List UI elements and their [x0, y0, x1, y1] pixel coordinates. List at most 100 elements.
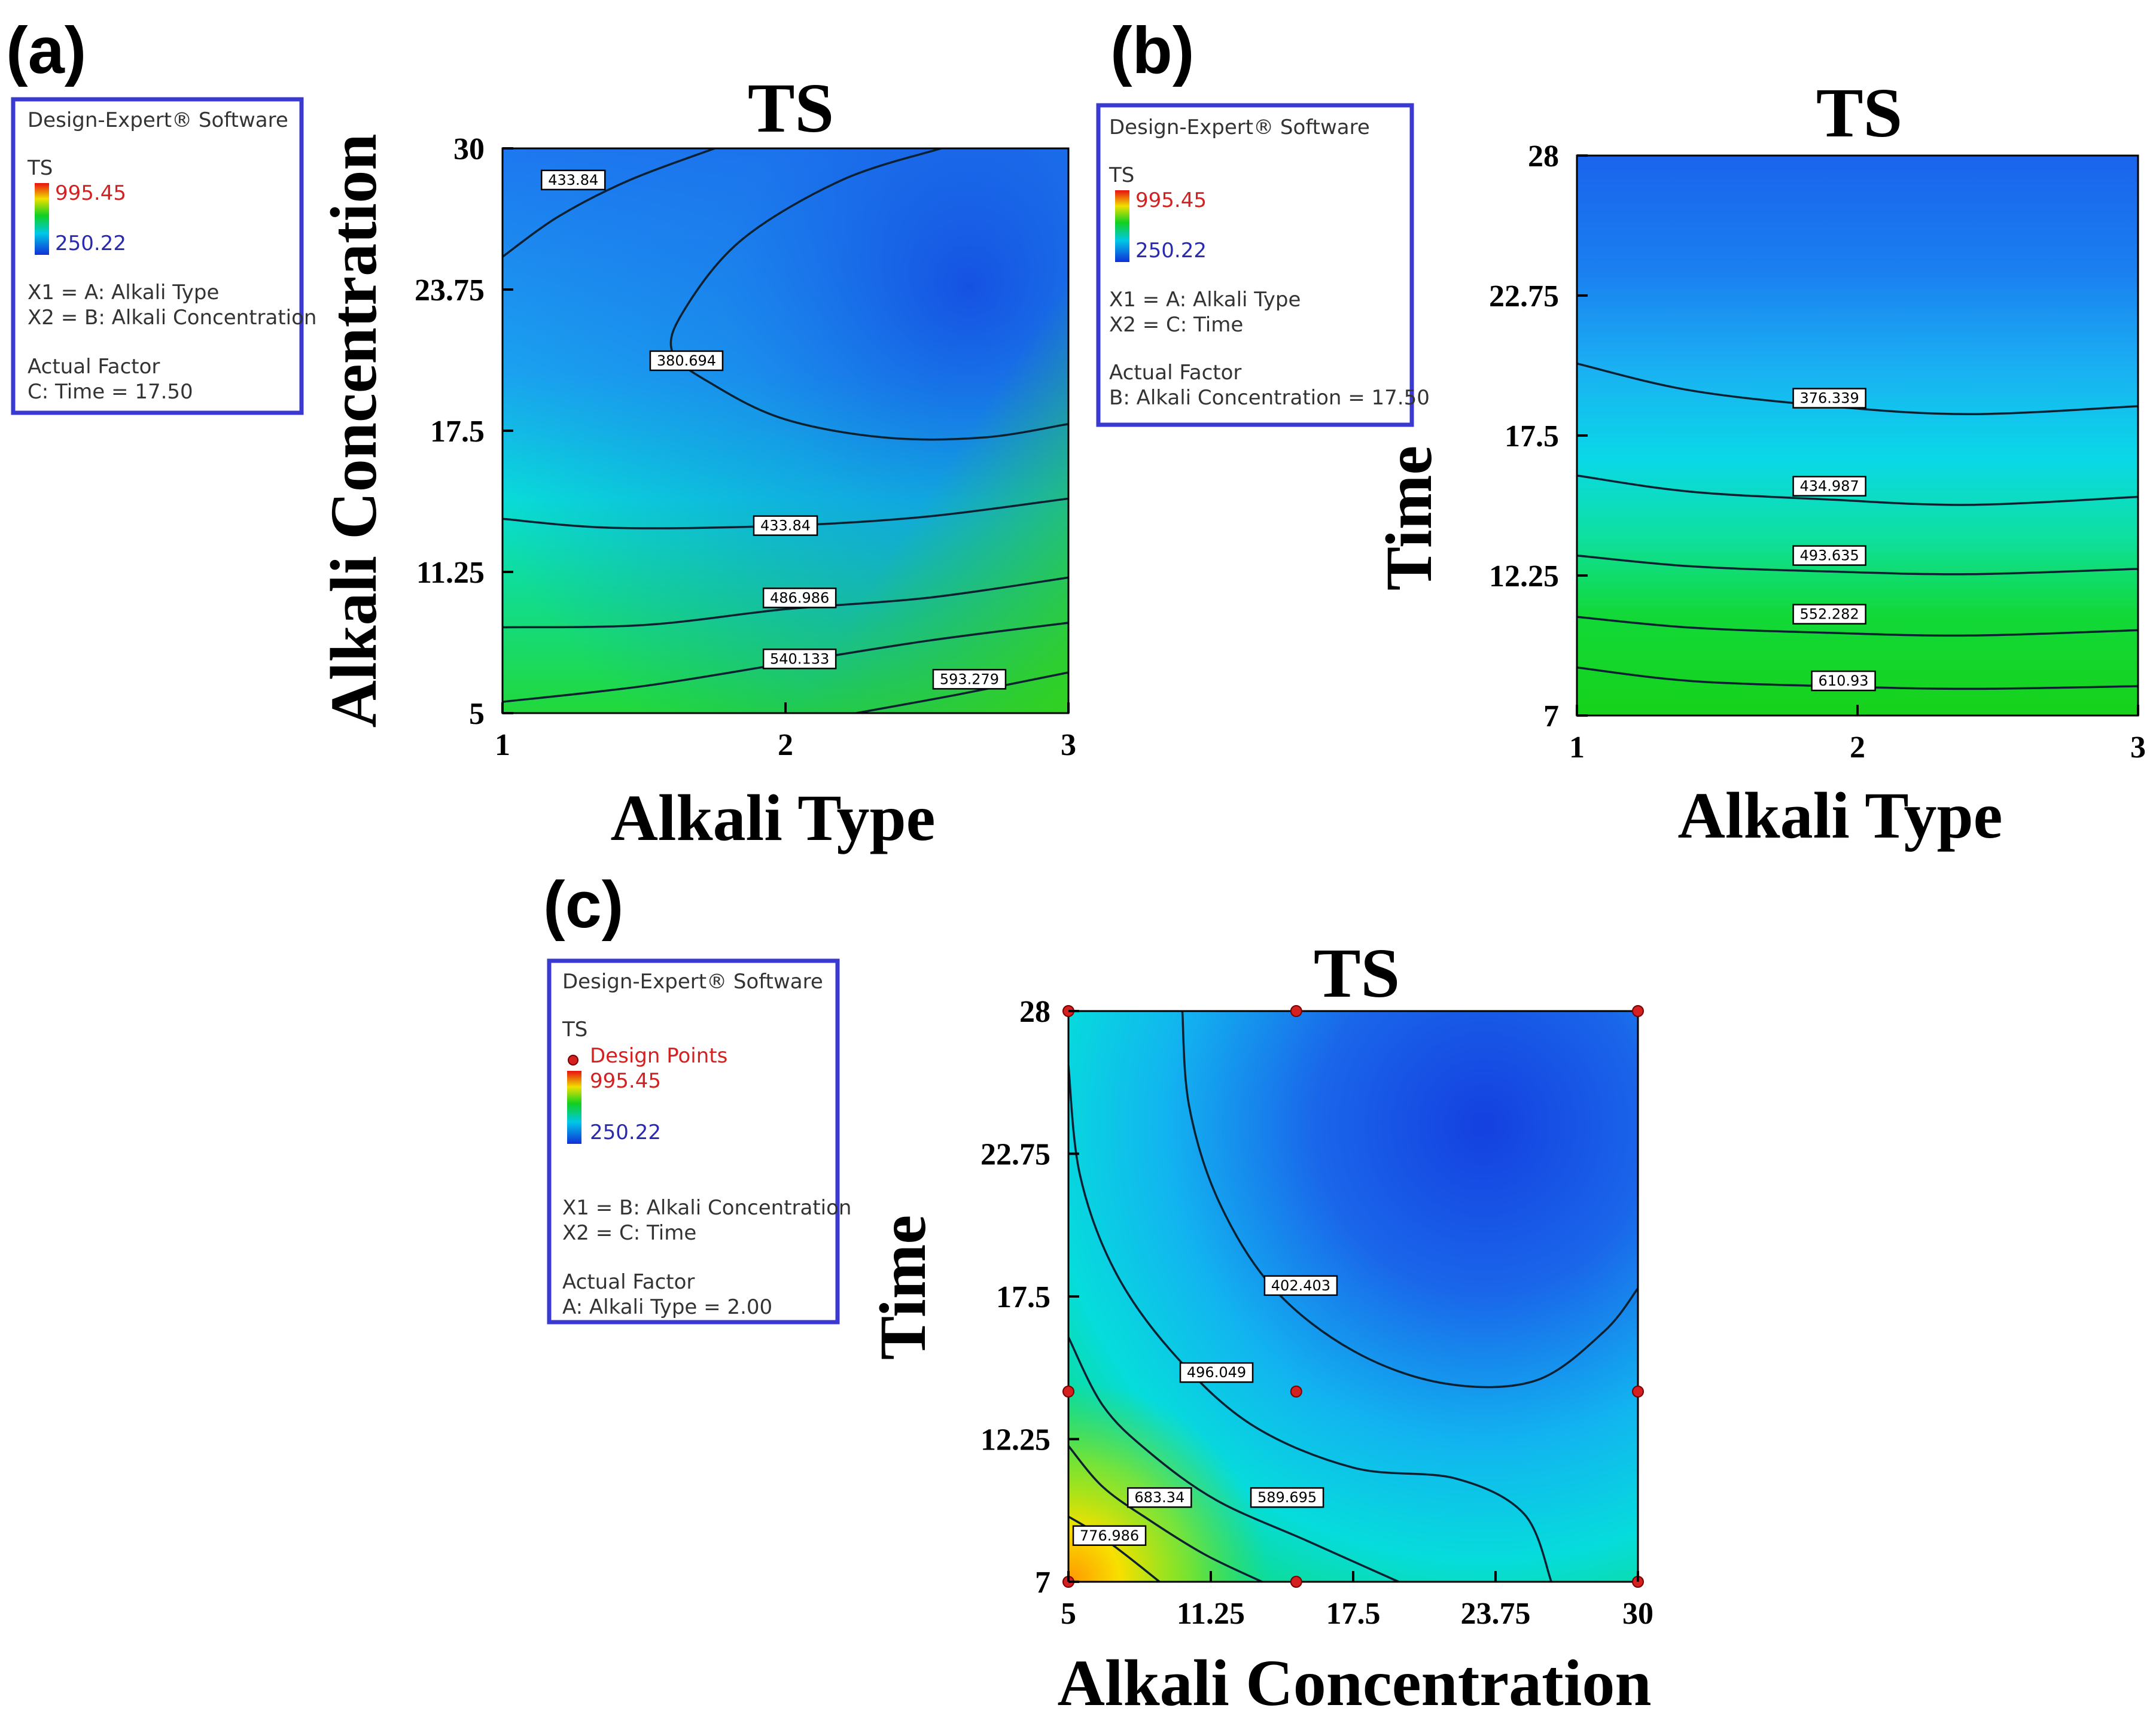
chart-title-a: TS — [748, 69, 834, 147]
contour-label: 683.34 — [1134, 1489, 1184, 1506]
panel-c: (c) Design-Expert® Software TS Design Po… — [543, 868, 1653, 1717]
contour-plot-a: 433.84 380.694 433.84 486.986 540.133 593.279… — [317, 69, 1076, 854]
legend-max: 995.45 — [55, 181, 126, 205]
legend-x1: X1 = A: Alkali Type — [28, 281, 219, 305]
x-tick-label: 1 — [495, 728, 510, 762]
contour-line-589.695 — [1068, 1337, 1399, 1582]
contour-label: 486.986 — [770, 589, 829, 606]
legend-design-points: Design Points — [590, 1044, 727, 1068]
axes-c: 5 11.25 17.5 23.75 30 7 12.25 17.5 22.75 28 — [980, 995, 1653, 1631]
legend-actual-factor-heading: Actual Factor — [562, 1270, 695, 1294]
legend-box-a — [11, 97, 304, 415]
chart-title-b: TS — [1816, 74, 1902, 152]
x-tick-label: 2 — [1850, 730, 1865, 765]
legend-actual-factor: C: Time = 17.50 — [28, 380, 193, 404]
x-tick-label: 5 — [1061, 1597, 1076, 1631]
color-scale-bar — [1115, 190, 1129, 262]
y-tick-label: 17.5 — [1505, 419, 1559, 453]
legend-software: Design-Expert® Software — [28, 108, 288, 132]
legend-box-c — [547, 958, 840, 1325]
legend-min: 250.22 — [1135, 239, 1207, 263]
color-scale-bar — [35, 183, 49, 255]
y-tick-label: 11.25 — [416, 556, 485, 590]
panel-b: (b) Design-Expert® Software TS 995.45 25… — [1096, 14, 2146, 852]
contour-label: 552.282 — [1799, 606, 1859, 623]
y-tick-label: 30 — [453, 132, 485, 166]
legend-max: 995.45 — [590, 1069, 661, 1093]
design-point — [1290, 1386, 1302, 1398]
legend-b: Design-Expert® Software TS 995.45 250.22… — [1096, 103, 1430, 427]
contour-line-486.986 — [503, 576, 1068, 629]
x-tick-label: 2 — [778, 728, 793, 762]
contour-label: 593.279 — [940, 671, 999, 687]
contour-lines-c — [1068, 1011, 1638, 1582]
contour-label: 493.635 — [1799, 547, 1859, 564]
y-axis-title-c: Time — [866, 1215, 939, 1360]
contour-labels-c: 402.403 496.049 589.695 683.34 776.986 — [1072, 1275, 1338, 1546]
design-point — [1290, 1005, 1302, 1017]
contour-label: 540.133 — [770, 650, 829, 667]
contour-label-box — [1263, 1275, 1338, 1296]
surface-c — [1068, 1011, 1638, 1582]
contour-line-402.403 — [1181, 1011, 1638, 1389]
legend-actual-factor-heading: Actual Factor — [1109, 361, 1241, 385]
y-tick-label: 17.5 — [430, 415, 485, 449]
contour-label-box — [932, 669, 1007, 690]
legend-actual-factor-heading: Actual Factor — [28, 355, 160, 379]
panel-letter-b: (b) — [1110, 14, 1194, 87]
y-tick-label: 5 — [469, 697, 485, 731]
contour-label-box — [1792, 388, 1866, 409]
contour-label-box — [1179, 1362, 1254, 1383]
x-tick-label: 30 — [1622, 1597, 1653, 1631]
x-axis-title-a: Alkali Type — [610, 781, 935, 854]
surface-b — [1577, 156, 2138, 716]
legend-x1: X1 = A: Alkali Type — [1109, 288, 1301, 312]
contour-line-552.282 — [1577, 616, 2138, 637]
legend-software: Design-Expert® Software — [562, 970, 823, 994]
legend-x2: X2 = C: Time — [1109, 313, 1243, 337]
chart-title-c: TS — [1314, 934, 1400, 1012]
legend-software: Design-Expert® Software — [1109, 115, 1370, 139]
contour-line-493.635 — [1577, 554, 2138, 576]
axes-b: 1 2 3 7 12.25 17.5 22.75 28 — [1489, 139, 2146, 765]
contour-label-box — [1792, 604, 1866, 625]
design-point — [1632, 1005, 1644, 1017]
y-tick-label: 28 — [1528, 139, 1559, 173]
contour-label: 380.694 — [657, 352, 716, 369]
legend-actual-factor: B: Alkali Concentration = 17.50 — [1109, 386, 1430, 410]
color-scale-bar — [567, 1071, 581, 1144]
contour-line-433.84 — [503, 148, 715, 258]
y-tick-label: 22.75 — [980, 1138, 1050, 1172]
contour-label-box — [1127, 1487, 1192, 1508]
contour-label-box — [1811, 670, 1876, 692]
x-tick-label: 1 — [1569, 730, 1585, 765]
contour-label-box — [762, 649, 837, 669]
contour-label: 610.93 — [1819, 672, 1869, 689]
x-axis-title-b: Alkali Type — [1677, 779, 2002, 852]
y-tick-label: 23.75 — [415, 273, 485, 308]
contour-label-box — [1792, 476, 1866, 497]
legend-response: TS — [562, 1018, 587, 1042]
contour-label: 402.403 — [1271, 1277, 1330, 1294]
contour-label: 496.049 — [1187, 1364, 1246, 1381]
x-tick-label: 3 — [2130, 730, 2146, 765]
legend-box-b — [1096, 103, 1414, 427]
panel-letter-c: (c) — [543, 868, 623, 942]
x-tick-label: 3 — [1061, 728, 1076, 762]
contour-line-496.049 — [1068, 1065, 1552, 1582]
legend-response: TS — [27, 156, 53, 180]
contour-label-box — [649, 350, 724, 372]
legend-x2: X2 = B: Alkali Concentration — [28, 306, 316, 330]
contour-line-434.987 — [1577, 474, 2138, 506]
axes-a: 1 2 3 5 11.25 17.5 23.75 30 — [415, 132, 1076, 762]
legend-min: 250.22 — [55, 232, 126, 255]
panel-a: (a) Design-Expert® Software TS 995.45 25… — [6, 14, 1076, 854]
contour-labels-b: 376.339 434.987 493.635 552.282 610.93 — [1792, 388, 1876, 692]
x-tick-label: 11.25 — [1177, 1597, 1245, 1631]
contour-label: 376.339 — [1799, 390, 1859, 407]
legend-actual-factor: A: Alkali Type = 2.00 — [562, 1295, 772, 1319]
contour-label: 776.986 — [1080, 1527, 1139, 1544]
legend-min: 250.22 — [590, 1121, 661, 1144]
